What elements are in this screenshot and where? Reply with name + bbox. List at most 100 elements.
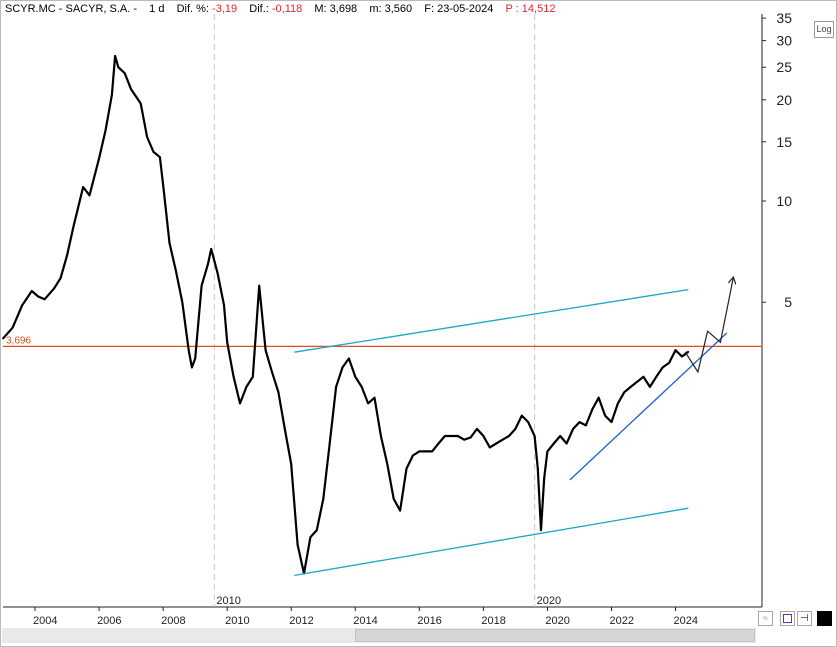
price-point bbox=[585, 424, 587, 427]
price-point bbox=[200, 284, 203, 287]
price-point bbox=[514, 428, 517, 430]
price-point bbox=[82, 186, 84, 189]
price-point bbox=[251, 375, 254, 378]
symbol-label: SCYR.MC - SACYR, S.A. - bbox=[5, 3, 138, 15]
price-point bbox=[283, 428, 286, 430]
price-point bbox=[508, 435, 510, 437]
x-tick-label: 2008 bbox=[161, 615, 185, 627]
dif-value: -0,118 bbox=[271, 3, 303, 15]
x-tick-label: 2014 bbox=[353, 615, 377, 627]
x-tick-label: 2004 bbox=[33, 615, 57, 627]
price-point bbox=[591, 408, 594, 411]
price-point bbox=[245, 386, 248, 388]
price-point bbox=[552, 442, 555, 445]
period-label: 1 d bbox=[149, 3, 165, 15]
price-point bbox=[386, 463, 389, 465]
quote-header: SCYR.MC - SACYR, S.A. - 1 d Dif. %: -3,1… bbox=[5, 3, 555, 15]
price-point bbox=[536, 467, 539, 470]
price-point bbox=[309, 536, 312, 539]
pin-icon[interactable]: ⊣ bbox=[797, 611, 812, 626]
price-point bbox=[162, 183, 165, 186]
price-point bbox=[232, 375, 235, 378]
zoom-icon[interactable]: ≈ bbox=[758, 611, 773, 626]
price-point bbox=[30, 290, 33, 292]
x-tick-label: 2022 bbox=[609, 615, 633, 627]
dif-pct-label: Dif. %: bbox=[176, 3, 209, 15]
log-scale-button[interactable]: Log bbox=[814, 21, 834, 38]
color-swatch[interactable] bbox=[817, 611, 832, 626]
price-point bbox=[210, 248, 213, 250]
price-point bbox=[610, 421, 613, 423]
price-point bbox=[111, 93, 113, 96]
price-point bbox=[341, 366, 344, 369]
price-point bbox=[11, 326, 14, 329]
channel-line bbox=[294, 507, 689, 577]
price-point bbox=[495, 442, 498, 445]
x-tick-label: 2020 bbox=[545, 615, 569, 627]
price-point bbox=[681, 355, 683, 358]
price-point bbox=[322, 498, 325, 500]
decade-divider-label: 2010 bbox=[216, 595, 240, 607]
price-point bbox=[315, 529, 318, 531]
price-point bbox=[661, 366, 664, 369]
price-point bbox=[271, 371, 273, 373]
x-tick-label: 2024 bbox=[674, 615, 698, 627]
price-point bbox=[373, 396, 376, 399]
y-tick-label: 30 bbox=[776, 33, 792, 49]
price-point bbox=[367, 402, 369, 405]
price-point bbox=[617, 402, 619, 405]
price-point bbox=[463, 438, 466, 441]
price-point bbox=[21, 304, 24, 307]
x-tick-label: 2018 bbox=[481, 615, 505, 627]
date-value: F: 23-05-2024 bbox=[424, 3, 494, 15]
price-point bbox=[444, 435, 446, 437]
support-trendline bbox=[569, 332, 728, 481]
y-tick-label: 15 bbox=[776, 134, 792, 150]
price-point bbox=[437, 442, 440, 445]
price-point bbox=[168, 242, 171, 244]
price-point bbox=[399, 509, 401, 512]
price-point bbox=[328, 442, 331, 445]
price-point bbox=[684, 353, 686, 356]
price-point bbox=[405, 467, 408, 470]
price-point bbox=[565, 442, 568, 445]
price-point bbox=[533, 435, 536, 437]
price-point bbox=[53, 287, 56, 290]
price-point bbox=[152, 151, 155, 153]
save-icon[interactable] bbox=[780, 611, 795, 626]
price-point bbox=[139, 102, 142, 105]
price-point bbox=[623, 391, 626, 394]
price-point bbox=[296, 543, 299, 546]
price-point bbox=[123, 72, 126, 75]
price-point bbox=[687, 350, 690, 353]
reference-level-label: 3,696 bbox=[6, 335, 31, 346]
price-point bbox=[540, 529, 542, 531]
price-point bbox=[418, 450, 421, 453]
channel-line bbox=[294, 288, 689, 353]
price-point bbox=[66, 254, 68, 257]
scrollbar-thumb[interactable] bbox=[355, 629, 755, 642]
price-point bbox=[360, 386, 363, 388]
price-point bbox=[642, 375, 645, 378]
price-point bbox=[37, 295, 40, 298]
price-point bbox=[431, 450, 433, 453]
price-point bbox=[159, 156, 161, 159]
price-point bbox=[258, 284, 261, 287]
price-value: P : 14,512 bbox=[505, 3, 556, 15]
price-point bbox=[216, 272, 219, 275]
price-series-line bbox=[2, 54, 689, 575]
price-point bbox=[59, 277, 62, 279]
x-tick-label: 2016 bbox=[417, 615, 441, 627]
price-point bbox=[668, 362, 670, 364]
price-point bbox=[546, 450, 549, 453]
dif-pct-value: -3,19 bbox=[212, 3, 238, 15]
dif-label: Dif.: bbox=[249, 3, 269, 15]
y-tick-label: 25 bbox=[776, 59, 792, 75]
price-point bbox=[117, 66, 120, 69]
x-tick-label: 2010 bbox=[225, 615, 249, 627]
price-point bbox=[290, 463, 293, 465]
price-point bbox=[348, 357, 350, 360]
y-tick-label: 35 bbox=[776, 10, 792, 26]
price-point bbox=[488, 446, 491, 449]
